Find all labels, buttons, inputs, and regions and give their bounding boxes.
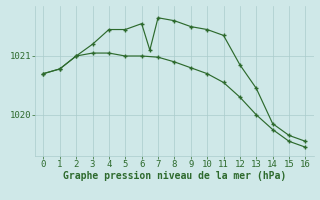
X-axis label: Graphe pression niveau de la mer (hPa): Graphe pression niveau de la mer (hPa) [63,171,286,181]
